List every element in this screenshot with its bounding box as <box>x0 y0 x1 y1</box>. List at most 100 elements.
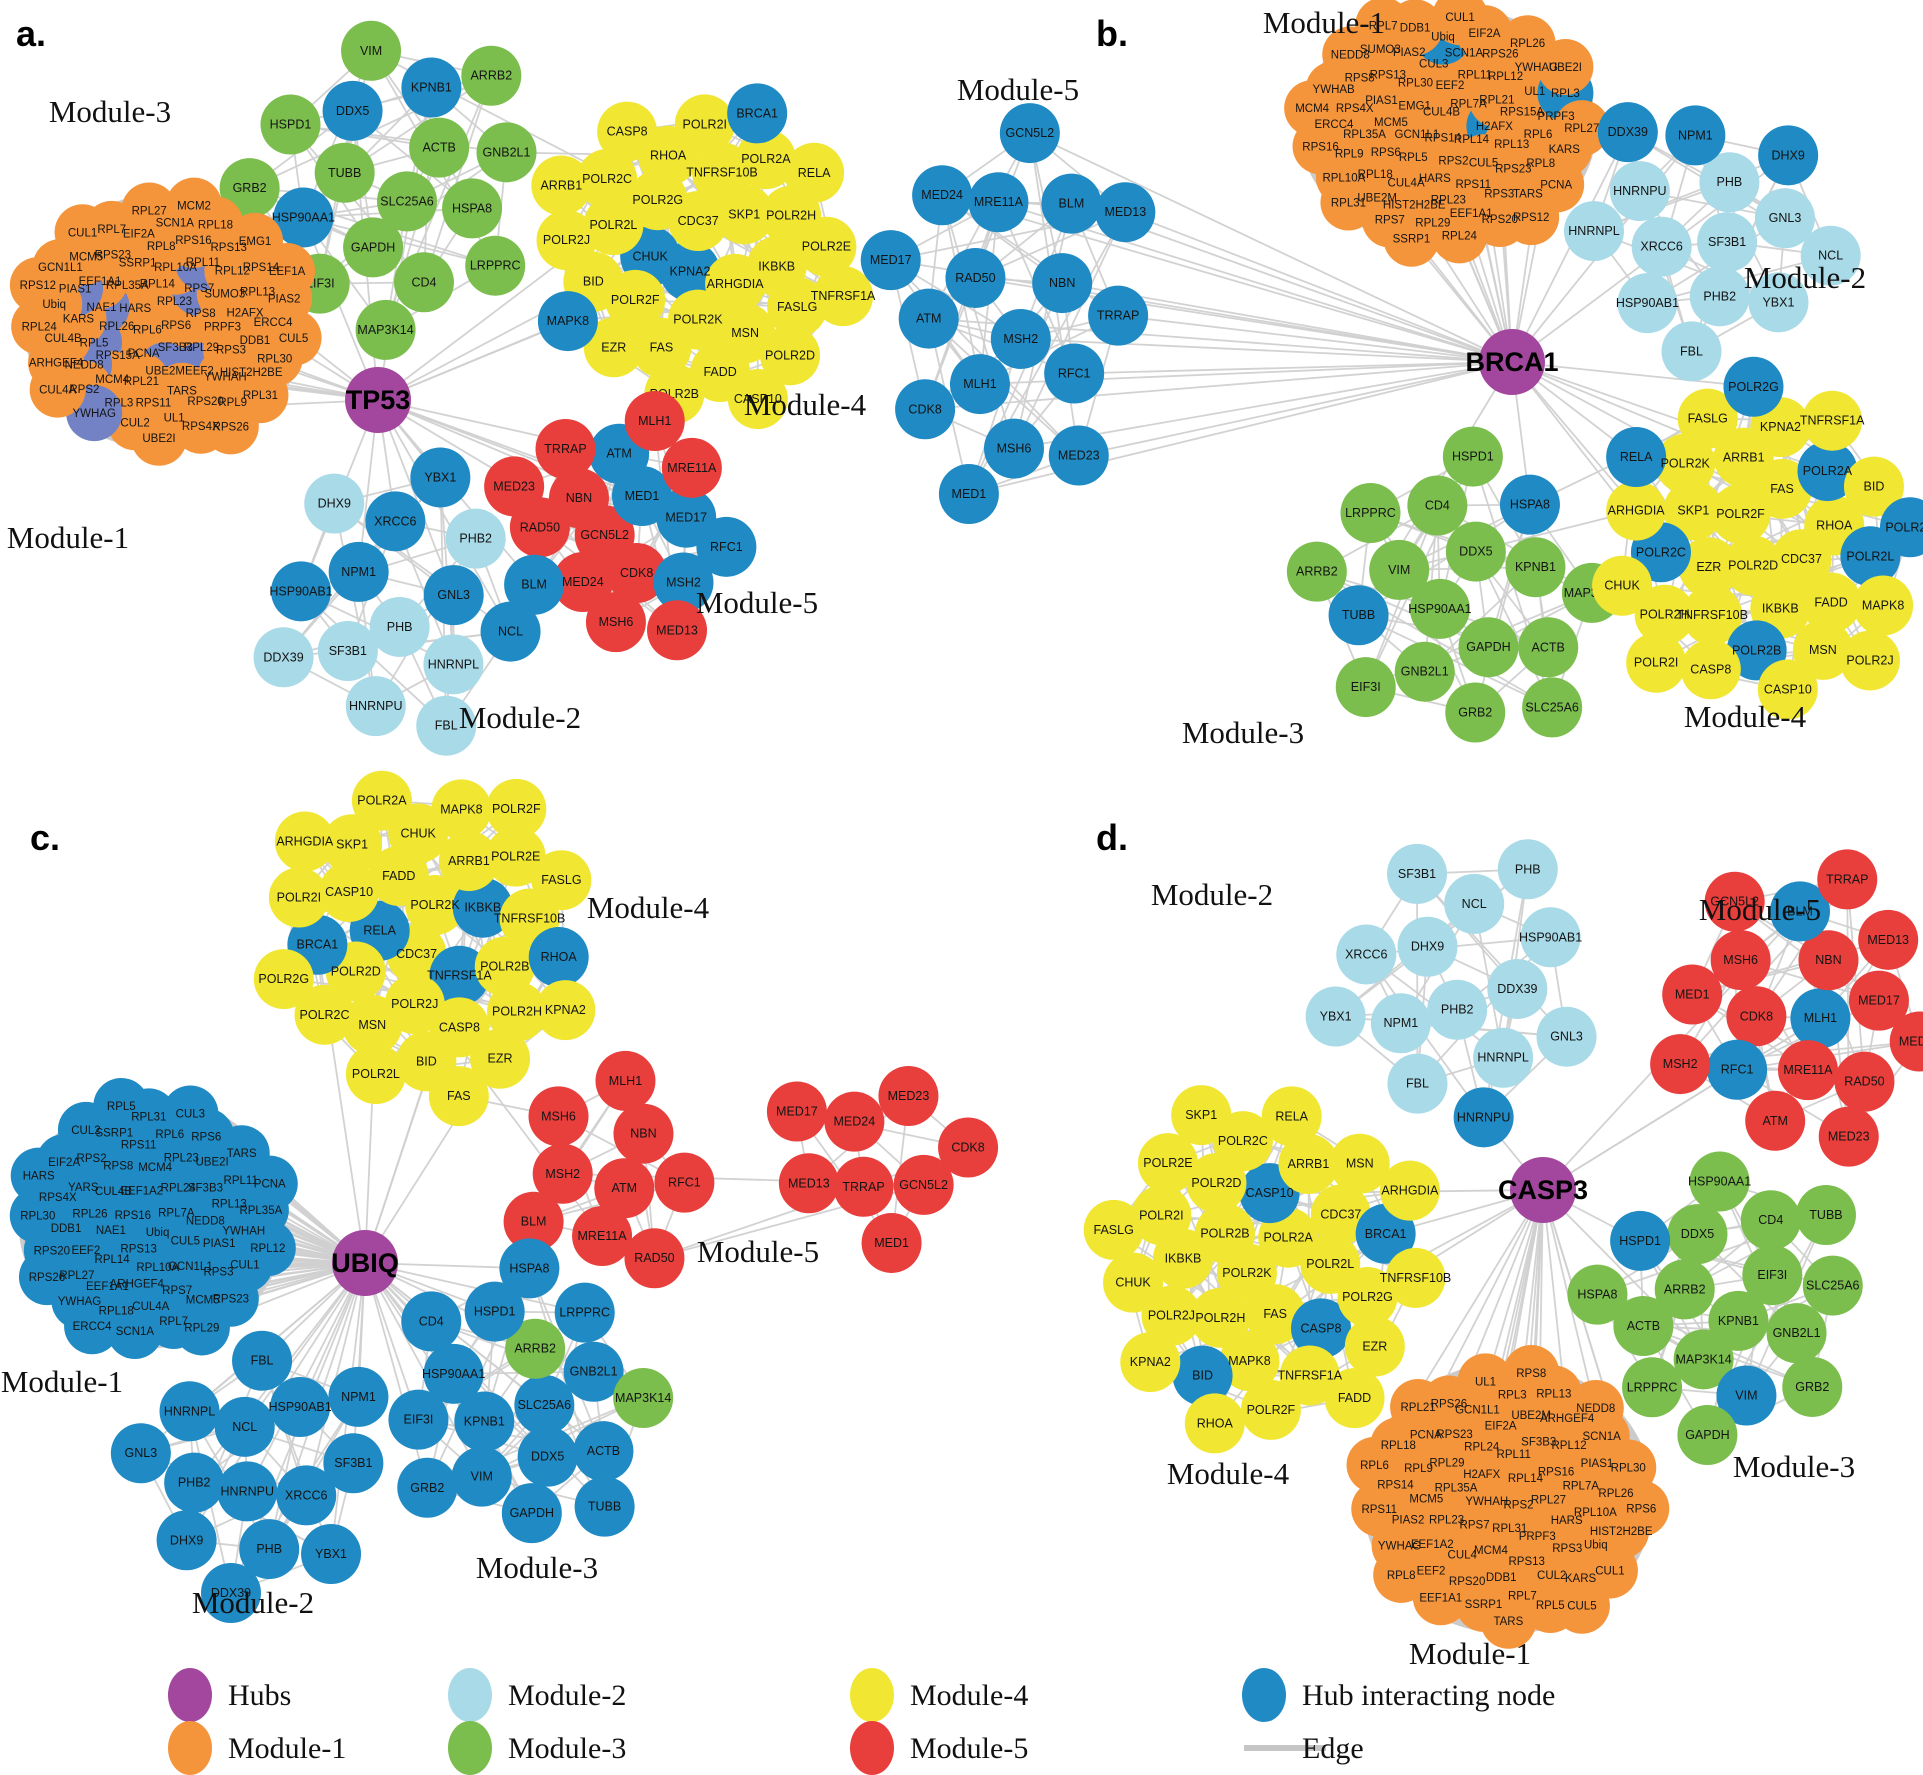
node-label-PHB2: PHB2 <box>1441 1003 1474 1017</box>
module-label-group: PHB2 DHX9 DDX39 NPM1 NCL HNRNPL XRCC6 HSP90AB1 F… <box>1320 862 1583 1124</box>
node-POLR2F <box>1240 1379 1301 1440</box>
node-label-NAE1: NAE1 <box>96 1225 126 1237</box>
node-EIF3I <box>1335 657 1396 718</box>
node-MED24 <box>1889 1011 1923 1072</box>
node-label-RPL27: RPL27 <box>132 206 167 218</box>
node-label-DHX9: DHX9 <box>170 1533 203 1547</box>
node-label-RPL10A: RPL10A <box>1574 1507 1617 1519</box>
module-node-group <box>1567 1151 1863 1466</box>
module-node-group <box>766 1065 999 1273</box>
node-POLR2H <box>1634 584 1695 645</box>
node-ARHGDIA <box>274 811 335 872</box>
node-DHX9 <box>1758 125 1819 186</box>
edge <box>1118 314 1513 363</box>
node-BLM <box>504 554 565 615</box>
node-POLR2E <box>1879 497 1923 558</box>
node-label-RPS2: RPS2 <box>1438 155 1468 167</box>
node-label-RPS13: RPS13 <box>120 1243 156 1255</box>
node-label-MED24: MED24 <box>921 188 963 202</box>
node-label-CASP10: CASP10 <box>1246 1186 1294 1200</box>
node-label-MED1: MED1 <box>1675 987 1710 1001</box>
node-MED23 <box>484 456 545 517</box>
node-label-RPS13: RPS13 <box>211 242 247 254</box>
node-label-RPL7: RPL7 <box>159 1316 188 1328</box>
node-label-GCN1L1: GCN1L1 <box>1395 129 1440 141</box>
edge <box>423 75 493 283</box>
node-NPM1 <box>328 1366 389 1427</box>
node-label-YBX1: YBX1 <box>1320 1009 1352 1023</box>
node-label-RPL9: RPL9 <box>1404 1463 1433 1475</box>
node-label-FASLG: FASLG <box>1688 412 1728 426</box>
node-label-ACTB: ACTB <box>422 141 455 155</box>
node-label-POLR2C: POLR2C <box>1218 1134 1268 1148</box>
module-label-group: CDC37 POLR2K TNFRSF1A RELA IKBKB POLR2J FADD PO… <box>258 794 586 1103</box>
node-label-RPS26: RPS26 <box>1482 48 1518 60</box>
node-TUBB <box>314 142 375 203</box>
node-label-RPL30: RPL30 <box>257 353 292 365</box>
node-label-RPS14: RPS14 <box>1425 132 1462 144</box>
node-POLR2E <box>485 826 546 887</box>
node-DDX39 <box>253 627 314 688</box>
node-label-YWHAG: YWHAG <box>58 1296 102 1308</box>
node-label-MLH1: MLH1 <box>609 1074 642 1088</box>
node-label-CDK8: CDK8 <box>908 402 941 416</box>
legend-marker-hub-interacting-node <box>1242 1668 1286 1722</box>
node-RPS11 <box>1351 1480 1408 1537</box>
node-POLR2D <box>1723 535 1784 596</box>
node-RELA <box>1261 1086 1322 1147</box>
node-label-CD4: CD4 <box>411 275 436 289</box>
node-MLH1 <box>595 1050 656 1111</box>
node-label-POLR2B: POLR2B <box>1200 1227 1249 1241</box>
node-label-TUBB: TUBB <box>1342 608 1375 622</box>
node-label-GCN5L2: GCN5L2 <box>580 528 629 542</box>
node-label-SCN1A: SCN1A <box>1582 1431 1621 1443</box>
node-label-ARRB2: ARRB2 <box>1296 565 1338 579</box>
node-CD4 <box>401 1291 462 1352</box>
node-label-POLR2L: POLR2L <box>1306 1257 1354 1271</box>
module-label-group: HNRNPU NCL XRCC6 PHB2 HSP90AB1 PHB HNRNPL SF3B1… <box>125 1354 376 1600</box>
node-label-SKP1: SKP1 <box>336 837 368 851</box>
node-RFC1 <box>1707 1039 1768 1100</box>
node-label-HNRNPL: HNRNPL <box>164 1404 215 1418</box>
module-node-group <box>1284 0 1610 267</box>
node-label-POLR2D: POLR2D <box>1728 559 1778 573</box>
node-label-HSPD1: HSPD1 <box>1619 1234 1661 1248</box>
module-label-group: MLH1 CDK8 NBN MRE11A MSH6 MED17 RFC1 BLM RAD50 ME… <box>1663 872 1923 1143</box>
edge <box>300 537 476 593</box>
node-label-RPL30: RPL30 <box>1611 1462 1646 1474</box>
node-MSH2 <box>653 552 714 613</box>
node-VIM <box>341 20 402 81</box>
node-label-POLR2J: POLR2J <box>1148 1309 1195 1323</box>
node-label-PCNA: PCNA <box>1410 1429 1442 1441</box>
node-POLR2B <box>474 936 535 997</box>
node-label-CASP10: CASP10 <box>734 392 782 406</box>
node-label-RHOA: RHOA <box>1197 1416 1234 1430</box>
node-HNRNPU <box>1609 161 1670 222</box>
node-RPL24 <box>1431 207 1488 264</box>
node-TNFRSF1A <box>1802 390 1863 451</box>
node-label-MED24: MED24 <box>1899 1034 1923 1048</box>
node-label-DDB1: DDB1 <box>1486 1572 1517 1584</box>
node-MED13 <box>647 600 708 661</box>
node-label-LRPPRC: LRPPRC <box>1627 1380 1678 1394</box>
node-label-RPL7: RPL7 <box>1369 20 1398 32</box>
node-BLM <box>503 1191 564 1252</box>
node-BID <box>1172 1345 1233 1406</box>
node-FAS <box>428 1066 489 1127</box>
node-label-BLM: BLM <box>521 1215 547 1229</box>
node-ACTB <box>409 117 470 178</box>
node-label-EEF1A: EEF1A <box>269 266 306 278</box>
node-POLR2L <box>345 1044 406 1105</box>
node-RPL27 <box>1553 100 1610 157</box>
node-UL1 <box>1457 1353 1514 1410</box>
panel-letter-a: a. <box>16 13 46 54</box>
module-caption-b-2: Module-2 <box>1744 260 1866 295</box>
node-label-RPL14: RPL14 <box>95 1254 131 1266</box>
node-PHB2 <box>445 508 506 569</box>
node-label-MSH2: MSH2 <box>545 1167 580 1181</box>
node-label-MED1: MED1 <box>952 487 987 501</box>
node-label-FADD: FADD <box>382 869 415 883</box>
node-label-RPS4X: RPS4X <box>1336 103 1374 115</box>
node-label-HSPA8: HSPA8 <box>509 1261 549 1275</box>
node-label-VIM: VIM <box>360 44 382 58</box>
